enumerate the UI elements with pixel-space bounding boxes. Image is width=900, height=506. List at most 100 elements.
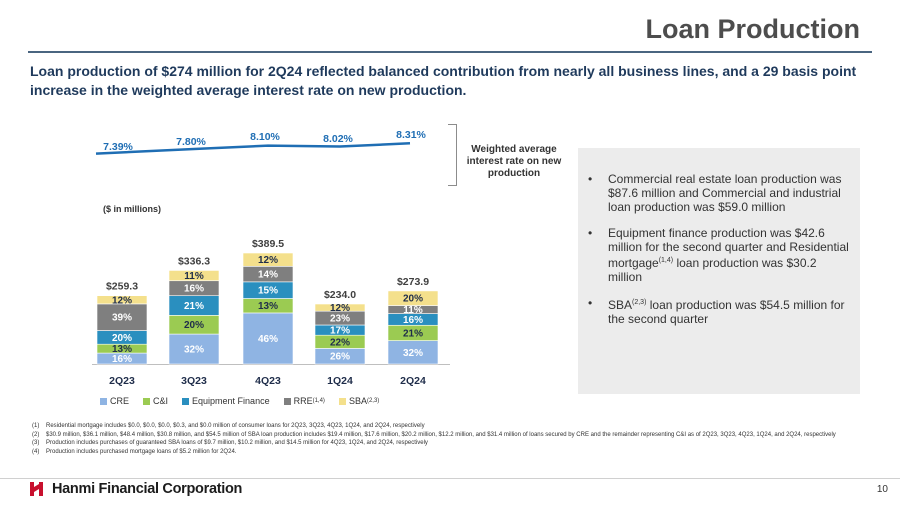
data-label: 12% — [258, 255, 278, 266]
highlights-list: • Commercial real estate loan production … — [588, 172, 850, 338]
data-label: 20% — [403, 294, 423, 305]
rate-data-label: 8.31% — [396, 129, 426, 141]
data-label: 16% — [112, 354, 132, 365]
hanmi-logo-icon — [30, 482, 43, 496]
highlight-bullet: • Commercial real estate loan production … — [588, 172, 842, 214]
footnote: (3) Production includes purchases of guar… — [32, 439, 862, 448]
data-label: 46% — [258, 334, 278, 345]
rate-line-label: Weighted average interest rate on new pr… — [466, 144, 562, 179]
legend-swatch — [100, 397, 107, 405]
data-label: 11% — [403, 305, 423, 316]
total-label: $336.3 — [178, 255, 210, 267]
total-label: $259.3 — [106, 281, 138, 293]
highlight-bullet: • SBA(2,3) loan production was $54.5 mill… — [588, 296, 845, 326]
highlights-panel: • Commercial real estate loan production … — [578, 148, 860, 394]
data-label: 12% — [330, 303, 350, 314]
rate-data-label: 8.10% — [250, 131, 280, 143]
company-name: Hanmi Financial Corporation — [52, 481, 243, 497]
footnote-text: $30.9 million, $36.1 million, $48.4 mill… — [46, 431, 836, 438]
bar-segment-sba-2q24 — [387, 290, 439, 306]
legend-footnote-ref: (2,3) — [366, 398, 380, 404]
bar-segment-sba-1q24 — [314, 303, 366, 312]
footnote: (4) Production includes purchased mortgag… — [32, 448, 862, 457]
footnote-number: (3) — [32, 440, 40, 447]
footnote-number: (1) — [32, 423, 40, 429]
highlight-bullet: • Equipment finance production was $42.6 … — [588, 226, 849, 284]
units-label: ($ in millions) — [103, 204, 162, 214]
footnote: (1) Residential mortgage includes $0.0, $… — [32, 422, 862, 431]
data-label: 16% — [403, 315, 423, 326]
footnote-text: Production includes purchases of guarant… — [46, 440, 428, 447]
legend-item: CRE — [100, 396, 129, 406]
title-divider — [28, 51, 872, 53]
data-label: 15% — [258, 286, 278, 297]
data-label: 11% — [184, 271, 204, 282]
bullet-icon: • — [588, 226, 593, 240]
rate-line — [95, 142, 411, 155]
footnote-number: (4) — [32, 448, 40, 455]
rate-data-label: 7.80% — [176, 136, 206, 148]
legend-item: SBA (2,3) — [338, 396, 380, 406]
rate-bracket — [448, 124, 457, 186]
legend-label: C&I — [153, 396, 169, 406]
legend-item: C&I — [143, 396, 168, 406]
total-label: $389.5 — [252, 238, 284, 250]
total-label: $234.0 — [324, 289, 356, 301]
page-number: 10 — [876, 484, 888, 495]
footnote-text: Production includes purchased mortgage l… — [46, 448, 237, 455]
legend-swatch — [182, 397, 190, 405]
data-label: 17% — [330, 326, 350, 337]
data-label: 21% — [184, 301, 204, 312]
page-title: Loan Production — [645, 14, 860, 44]
bullet-icon: • — [588, 296, 593, 310]
legend-item: RRE (1,4) — [283, 396, 325, 406]
footnote-text: Residential mortgage includes $0.0, $0.0… — [46, 423, 425, 429]
footnotes: (1) Residential mortgage includes $0.0, $… — [32, 422, 862, 456]
data-label: 16% — [184, 284, 204, 295]
bar-segment-rre-2q23 — [96, 303, 148, 331]
bar-segment-sba-2q23 — [96, 295, 148, 305]
rate-data-label: 7.39% — [103, 141, 133, 153]
data-label: 32% — [403, 348, 423, 359]
legend-swatch — [143, 397, 151, 405]
data-label: 20% — [184, 320, 204, 331]
legend-label: SBA — [348, 396, 367, 406]
data-label: 32% — [184, 345, 204, 356]
legend-item: Equipment Finance — [182, 396, 270, 406]
footnote-number: (2) — [32, 431, 40, 438]
legend-label: Equipment Finance — [192, 396, 270, 406]
bullet-icon: • — [588, 172, 593, 186]
x-tick-label: 4Q23 — [255, 375, 281, 387]
data-label: 20% — [112, 333, 132, 344]
data-label: 14% — [258, 270, 278, 281]
footnote-ref: (1,4) — [658, 257, 674, 264]
page-subtitle: Loan production of $274 million for 2Q24… — [30, 63, 857, 98]
total-label: $273.9 — [397, 276, 429, 288]
data-label: 21% — [403, 328, 423, 339]
footnote-ref: (2,3) — [632, 299, 647, 306]
data-label: 12% — [112, 295, 132, 306]
legend-footnote-ref: (1,4) — [312, 398, 325, 404]
rate-data-label: 8.02% — [323, 133, 353, 145]
chart-legend: CRE C&I Equipment Finance RRE (1,4) SBA (2,3) — [100, 396, 393, 406]
data-label: 22% — [330, 337, 350, 348]
legend-swatch — [283, 397, 291, 405]
footer-divider — [0, 478, 900, 479]
x-tick-label: 1Q24 — [327, 375, 353, 387]
data-label: 13% — [112, 344, 132, 355]
data-label: 13% — [258, 301, 278, 312]
data-label: 26% — [330, 352, 350, 363]
bar-segment-sba-4q23 — [242, 252, 294, 267]
x-tick-label: 2Q24 — [400, 375, 426, 387]
data-label: 23% — [330, 314, 350, 325]
data-label: 39% — [112, 313, 132, 324]
x-tick-label: 3Q23 — [181, 375, 207, 387]
legend-label: RRE — [293, 396, 313, 406]
x-tick-label: 2Q23 — [109, 375, 135, 387]
bar-segment-cre-4q23 — [242, 312, 294, 365]
legend-label: CRE — [110, 396, 130, 406]
company-logo: Hanmi Financial Corporation — [28, 480, 242, 498]
footnote: (2) $30.9 million, $36.1 million, $48.4 m… — [32, 431, 862, 440]
bar-segment-sba-3q23 — [168, 270, 220, 282]
